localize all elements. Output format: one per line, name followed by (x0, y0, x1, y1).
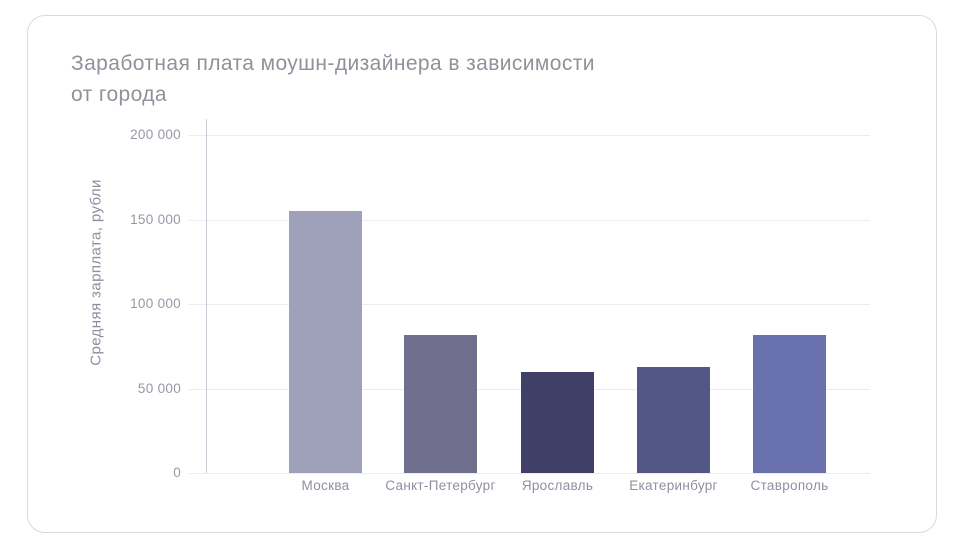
y-axis-title: Средняя зарплата, рубли (87, 179, 105, 366)
chart-title-line-1: Заработная плата моушн-дизайнера в завис… (71, 52, 595, 75)
y-tick-label-0: 0 (173, 465, 181, 480)
x-category-label-5: Ставрополь (750, 478, 829, 493)
x-category-label-3: Ярославль (521, 478, 594, 493)
x-category-label-1: Москва (301, 478, 350, 493)
y-tick-label-100000: 100 000 (130, 296, 181, 311)
chart-title-line-2: от города (71, 83, 167, 106)
y-tick-label-200000: 200 000 (130, 127, 181, 142)
chart-card: Заработная плата моушн-дизайнера в завис… (27, 15, 937, 533)
gridline-150000 (189, 220, 870, 221)
bar-2 (404, 334, 477, 473)
x-category-label-2: Санкт-Петербург (385, 478, 496, 493)
bar-1 (289, 211, 362, 473)
bar-3 (521, 371, 594, 473)
chart-title: Заработная плата моушн-дизайнера в завис… (71, 48, 595, 110)
y-tick-label-50000: 50 000 (137, 381, 181, 396)
gridline-200000 (189, 135, 870, 136)
y-tick-label-150000: 150 000 (130, 212, 181, 227)
y-axis-line (206, 119, 207, 473)
gridline-0 (189, 473, 870, 474)
bar-4 (637, 366, 710, 473)
gridline-100000 (189, 304, 870, 305)
bar-5 (753, 334, 826, 473)
x-category-label-4: Екатеринбург (629, 478, 718, 493)
